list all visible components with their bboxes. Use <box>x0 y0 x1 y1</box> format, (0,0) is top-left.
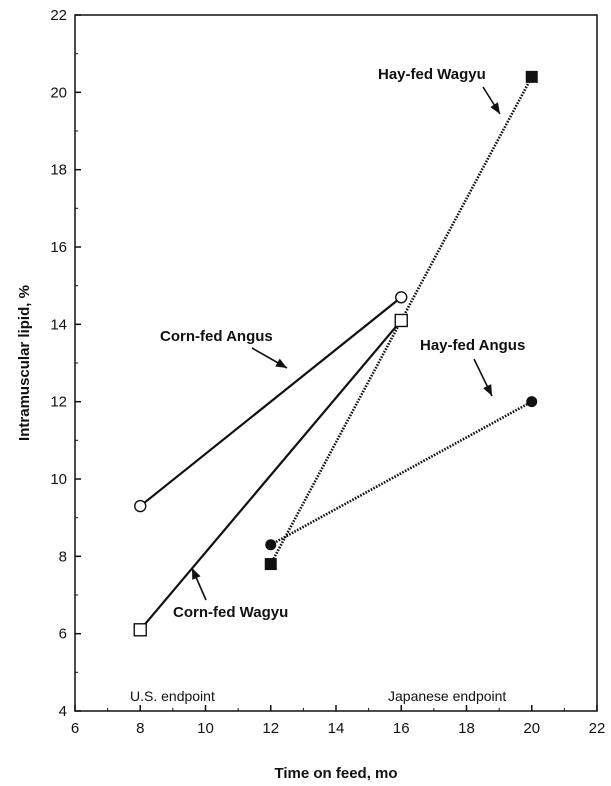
y-tick-label: 10 <box>50 471 67 488</box>
x-tick-label: 12 <box>262 720 279 737</box>
y-tick-label: 16 <box>50 239 67 256</box>
y-tick-label: 20 <box>50 84 67 101</box>
series-line-corn-fed-wagyu <box>139 319 403 631</box>
label-arrows <box>191 86 501 601</box>
series-line-hay-fed-angus <box>270 400 533 546</box>
series-line-corn-fed-angus <box>139 296 402 507</box>
x-tick-label: 8 <box>136 720 144 737</box>
data-point-corn-fed-wagyu <box>394 313 408 328</box>
arrow-hay-fed-angus <box>473 358 493 397</box>
y-tick-label: 18 <box>50 162 67 179</box>
y-tick-label: 22 <box>50 7 67 24</box>
x-tick-label: 16 <box>393 720 410 737</box>
y-tick-label: 8 <box>59 548 67 565</box>
arrow-corn-fed-wagyu <box>191 567 207 601</box>
y-tick-label: 6 <box>59 626 67 643</box>
data-point-hay-fed-angus <box>526 396 538 408</box>
x-tick-label: 20 <box>523 720 540 737</box>
x-tick-label: 6 <box>71 720 79 737</box>
y-tick-label: 4 <box>59 703 67 720</box>
series-label-hay-fed-wagyu: Hay-fed Wagyu <box>378 66 486 83</box>
series-label-corn-fed-angus: Corn-fed Angus <box>160 328 273 345</box>
series-label-corn-fed-wagyu: Corn-fed Wagyu <box>173 604 288 621</box>
y-tick-label: 12 <box>50 394 67 411</box>
x-tick-label: 10 <box>197 720 214 737</box>
y-axis-title: Intramuscular lipid, % <box>16 285 33 441</box>
annotation-japanese-endpoint: Japanese endpoint <box>388 688 506 704</box>
y-tick-label: 14 <box>50 316 67 333</box>
data-point-corn-fed-angus <box>134 499 147 513</box>
series-label-hay-fed-angus: Hay-fed Angus <box>420 337 525 354</box>
data-point-hay-fed-angus <box>265 539 277 551</box>
data-point-hay-fed-wagyu <box>525 70 538 83</box>
x-tick-label: 22 <box>589 720 606 737</box>
arrow-hay-fed-wagyu <box>482 86 501 115</box>
plot-frame <box>74 14 598 712</box>
arrow-corn-fed-angus <box>251 347 288 369</box>
data-point-corn-fed-angus <box>395 291 408 304</box>
x-tick-label: 14 <box>328 720 345 737</box>
series-markers <box>133 70 538 637</box>
x-tick-label: 18 <box>458 720 475 737</box>
data-point-hay-fed-wagyu <box>264 558 277 571</box>
data-point-corn-fed-wagyu <box>133 623 147 637</box>
x-axis-title: Time on feed, mo <box>274 765 397 782</box>
annotation-us-endpoint: U.S. endpoint <box>130 688 215 704</box>
